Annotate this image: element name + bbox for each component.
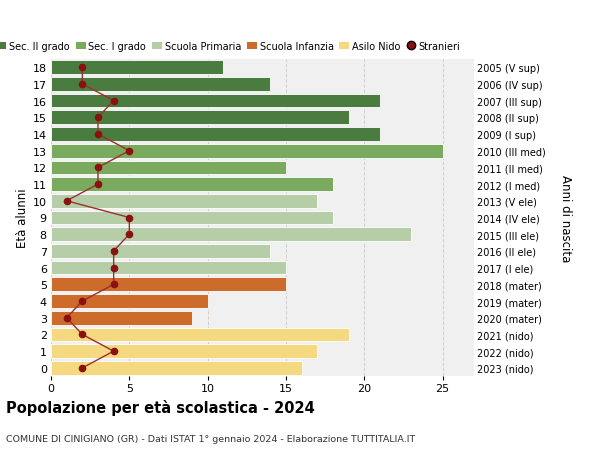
Y-axis label: Età alunni: Età alunni [16, 188, 29, 248]
Text: COMUNE DI CINIGIANO (GR) - Dati ISTAT 1° gennaio 2024 - Elaborazione TUTTITALIA.: COMUNE DI CINIGIANO (GR) - Dati ISTAT 1°… [6, 434, 415, 443]
Bar [51, 111, 349, 125]
Bar [51, 361, 302, 375]
Bar [51, 278, 286, 291]
Bar [51, 328, 349, 341]
Bar [51, 95, 380, 108]
Bar [51, 61, 223, 75]
Bar [51, 245, 271, 258]
Bar [51, 345, 317, 358]
Bar [51, 261, 286, 275]
Bar [51, 295, 208, 308]
Bar [51, 161, 286, 175]
Bar [51, 311, 192, 325]
Bar [51, 128, 380, 141]
Bar [51, 195, 317, 208]
Bar [51, 145, 443, 158]
Bar [51, 211, 333, 225]
Legend: Sec. II grado, Sec. I grado, Scuola Primaria, Scuola Infanzia, Asilo Nido, Stran: Sec. II grado, Sec. I grado, Scuola Prim… [0, 42, 461, 52]
Text: Popolazione per età scolastica - 2024: Popolazione per età scolastica - 2024 [6, 399, 315, 415]
Bar [51, 228, 412, 241]
Bar [51, 178, 333, 191]
Bar [51, 78, 271, 91]
Y-axis label: Anni di nascita: Anni di nascita [559, 174, 572, 262]
